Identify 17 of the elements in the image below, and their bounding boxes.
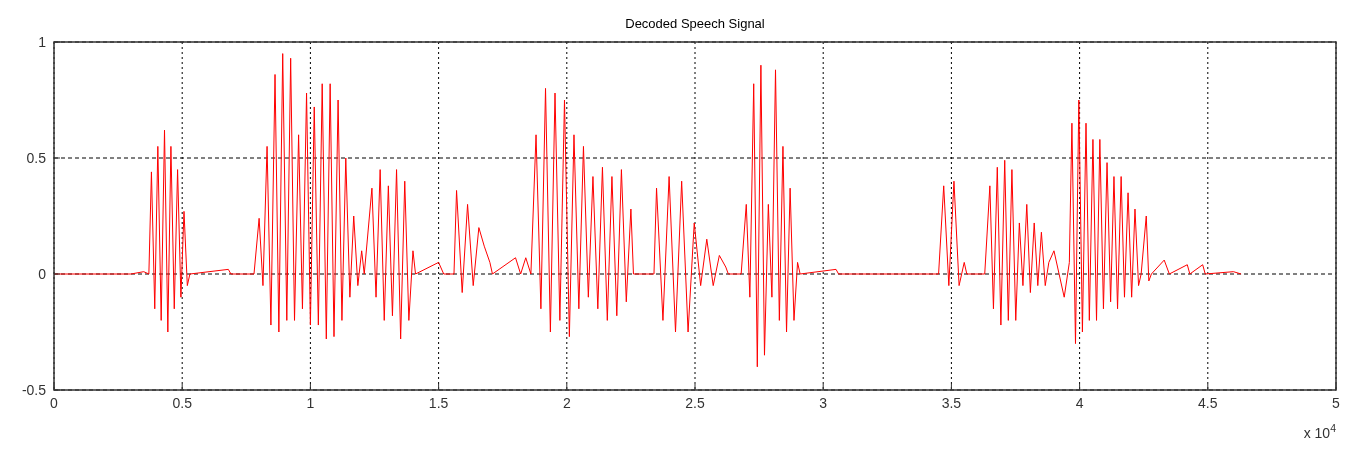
x-tick-label: 5	[1332, 395, 1341, 411]
x-tick-label: 2	[562, 395, 571, 411]
y-tick-label: 0	[38, 265, 47, 282]
x-tick-label: 2.5	[685, 395, 705, 411]
text: x 10$^{4}$	[1303, 422, 1337, 441]
x-tick-label: 4	[1075, 395, 1084, 411]
x-tick-label: 4.5	[1198, 395, 1218, 411]
chart-title: Decoded Speech Signal	[625, 16, 765, 31]
x-tick-label: 3.5	[941, 395, 962, 411]
y-tick-label: 1	[38, 33, 47, 50]
y-tick-label: -0.5	[21, 381, 47, 398]
x-tick-label: 1	[306, 395, 315, 411]
x-tick-label: 0	[50, 395, 59, 411]
y-tick-label: 0.5	[26, 149, 47, 166]
x-tick-label: 1.5	[428, 395, 449, 411]
x-tick-label: 3	[819, 395, 828, 411]
x-tick-label: 0.5	[172, 395, 193, 411]
